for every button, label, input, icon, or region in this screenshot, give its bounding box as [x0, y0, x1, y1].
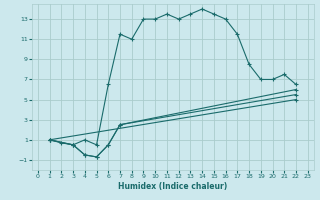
- X-axis label: Humidex (Indice chaleur): Humidex (Indice chaleur): [118, 182, 228, 191]
